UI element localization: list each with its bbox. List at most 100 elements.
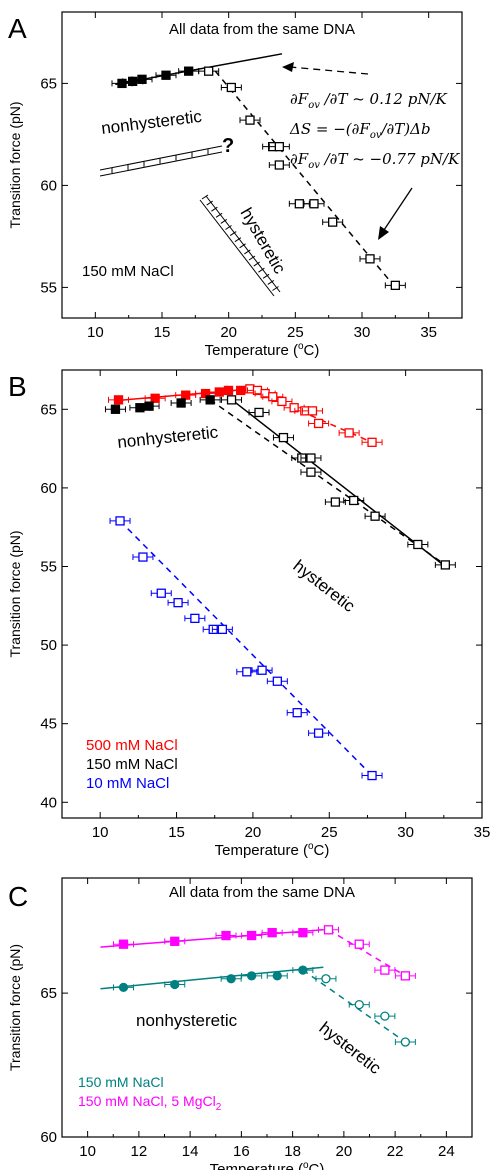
data-point	[440, 560, 450, 570]
equation-2: ΔS = −(∂Fov/∂T)Δb	[289, 120, 431, 141]
data-point	[257, 665, 267, 675]
data-point	[246, 930, 257, 941]
y-tick-label: 45	[40, 716, 57, 733]
data-point	[214, 387, 224, 397]
data-point	[190, 613, 200, 624]
x-tick-label: 14	[182, 1143, 199, 1160]
arrow-solid	[383, 187, 413, 231]
x-tick-label: 35	[420, 324, 437, 341]
data-point	[135, 403, 145, 413]
data-point	[161, 70, 171, 80]
data-point	[289, 403, 299, 413]
data-point	[137, 74, 147, 84]
series-0	[111, 53, 283, 89]
dna-strand	[199, 199, 275, 297]
x-tick-label: 35	[474, 824, 490, 841]
data-point	[313, 418, 324, 429]
y-tick-label: 55	[40, 558, 57, 575]
fit-line	[119, 520, 373, 777]
data-point	[294, 199, 304, 209]
dna-strand	[99, 145, 223, 171]
dna-rung	[272, 286, 279, 291]
dna-strand	[99, 151, 223, 177]
legend-entry: 500 mM NaCl	[86, 737, 178, 754]
salt-label: 150 mM NaCl	[82, 263, 174, 280]
data-point	[272, 676, 282, 686]
x-axis-label: Temperature (oC)	[205, 341, 320, 359]
panel-letter: A	[8, 13, 27, 44]
y-axis-label: Transition force (pN)	[7, 944, 23, 1071]
data-point	[367, 437, 377, 447]
panel-letter: B	[8, 371, 27, 402]
dna-rung	[244, 249, 251, 255]
data-point	[113, 395, 124, 405]
series-0	[100, 965, 416, 1047]
data-point	[307, 406, 318, 416]
dna-rung	[211, 206, 218, 212]
data-point	[144, 401, 154, 411]
data-point	[321, 974, 331, 984]
x-tick-label: 22	[387, 1143, 404, 1160]
data-point	[390, 280, 400, 291]
data-point	[176, 398, 186, 408]
x-tick-label: 24	[438, 1143, 455, 1160]
data-point	[118, 982, 129, 993]
data-point	[292, 708, 302, 718]
data-point	[138, 552, 148, 562]
x-tick-label: 18	[284, 1143, 301, 1160]
dna-rung	[215, 212, 223, 218]
dna-rung	[206, 200, 213, 206]
series-1	[198, 66, 406, 291]
equation-3: ∂Fov /∂T ~ −0.77 pN/K	[290, 150, 460, 171]
data-point	[344, 428, 354, 438]
data-point	[246, 971, 257, 981]
data-point	[354, 939, 364, 949]
data-point	[370, 511, 380, 521]
dna-rung	[267, 279, 275, 285]
data-point	[245, 115, 255, 125]
series-1	[104, 395, 456, 570]
fit-line	[100, 929, 324, 948]
data-point	[117, 78, 127, 89]
data-point	[254, 407, 264, 418]
data-point	[274, 160, 284, 170]
data-point	[298, 965, 308, 975]
dna-rung	[253, 261, 260, 267]
data-point	[413, 539, 423, 550]
dna-rung	[225, 225, 232, 230]
series-2	[109, 516, 383, 781]
legend-entry: 150 mM NaCl	[86, 756, 178, 773]
x-tick-label: 12	[131, 1143, 148, 1160]
x-tick-label: 25	[321, 824, 338, 841]
y-tick-label: 65	[40, 75, 57, 92]
data-point	[181, 390, 191, 400]
x-tick-label: 30	[397, 824, 414, 841]
data-point	[217, 624, 228, 635]
y-tick-label: 65	[40, 401, 57, 418]
panel-c-annotation: All data from the same DNA	[169, 884, 355, 901]
x-axis-label: Temperature (oC)	[210, 1160, 325, 1170]
data-point	[267, 928, 277, 938]
data-point	[367, 770, 377, 781]
x-tick-label: 20	[220, 324, 237, 341]
legend-entry: 10 mM NaCl	[86, 775, 169, 792]
x-tick-label: 10	[92, 824, 109, 841]
panel-a-annotation: All data from the same DNA	[169, 21, 355, 38]
arrow-head	[378, 226, 389, 240]
dna-rung	[229, 231, 237, 237]
data-point	[173, 597, 183, 608]
legend-entry: 150 mM NaCl, 5 MgCl2	[78, 1093, 222, 1113]
dna-rung	[234, 237, 242, 243]
data-point	[156, 588, 166, 598]
plot-frame	[61, 369, 483, 819]
data-point	[272, 971, 282, 981]
label-nonhysteretic: nonhysteretic	[116, 422, 219, 452]
data-point	[306, 467, 316, 477]
panel-c: C 10 12 14 16 18 20 22 24 60 65 Temperature (oC) Tra…	[7, 877, 473, 1170]
data-point	[400, 1037, 411, 1047]
data-point	[118, 939, 129, 949]
data-point	[328, 217, 338, 227]
label-nonhysteretic: nonhysteretic	[136, 1011, 238, 1030]
x-tick-label: 15	[154, 324, 171, 341]
